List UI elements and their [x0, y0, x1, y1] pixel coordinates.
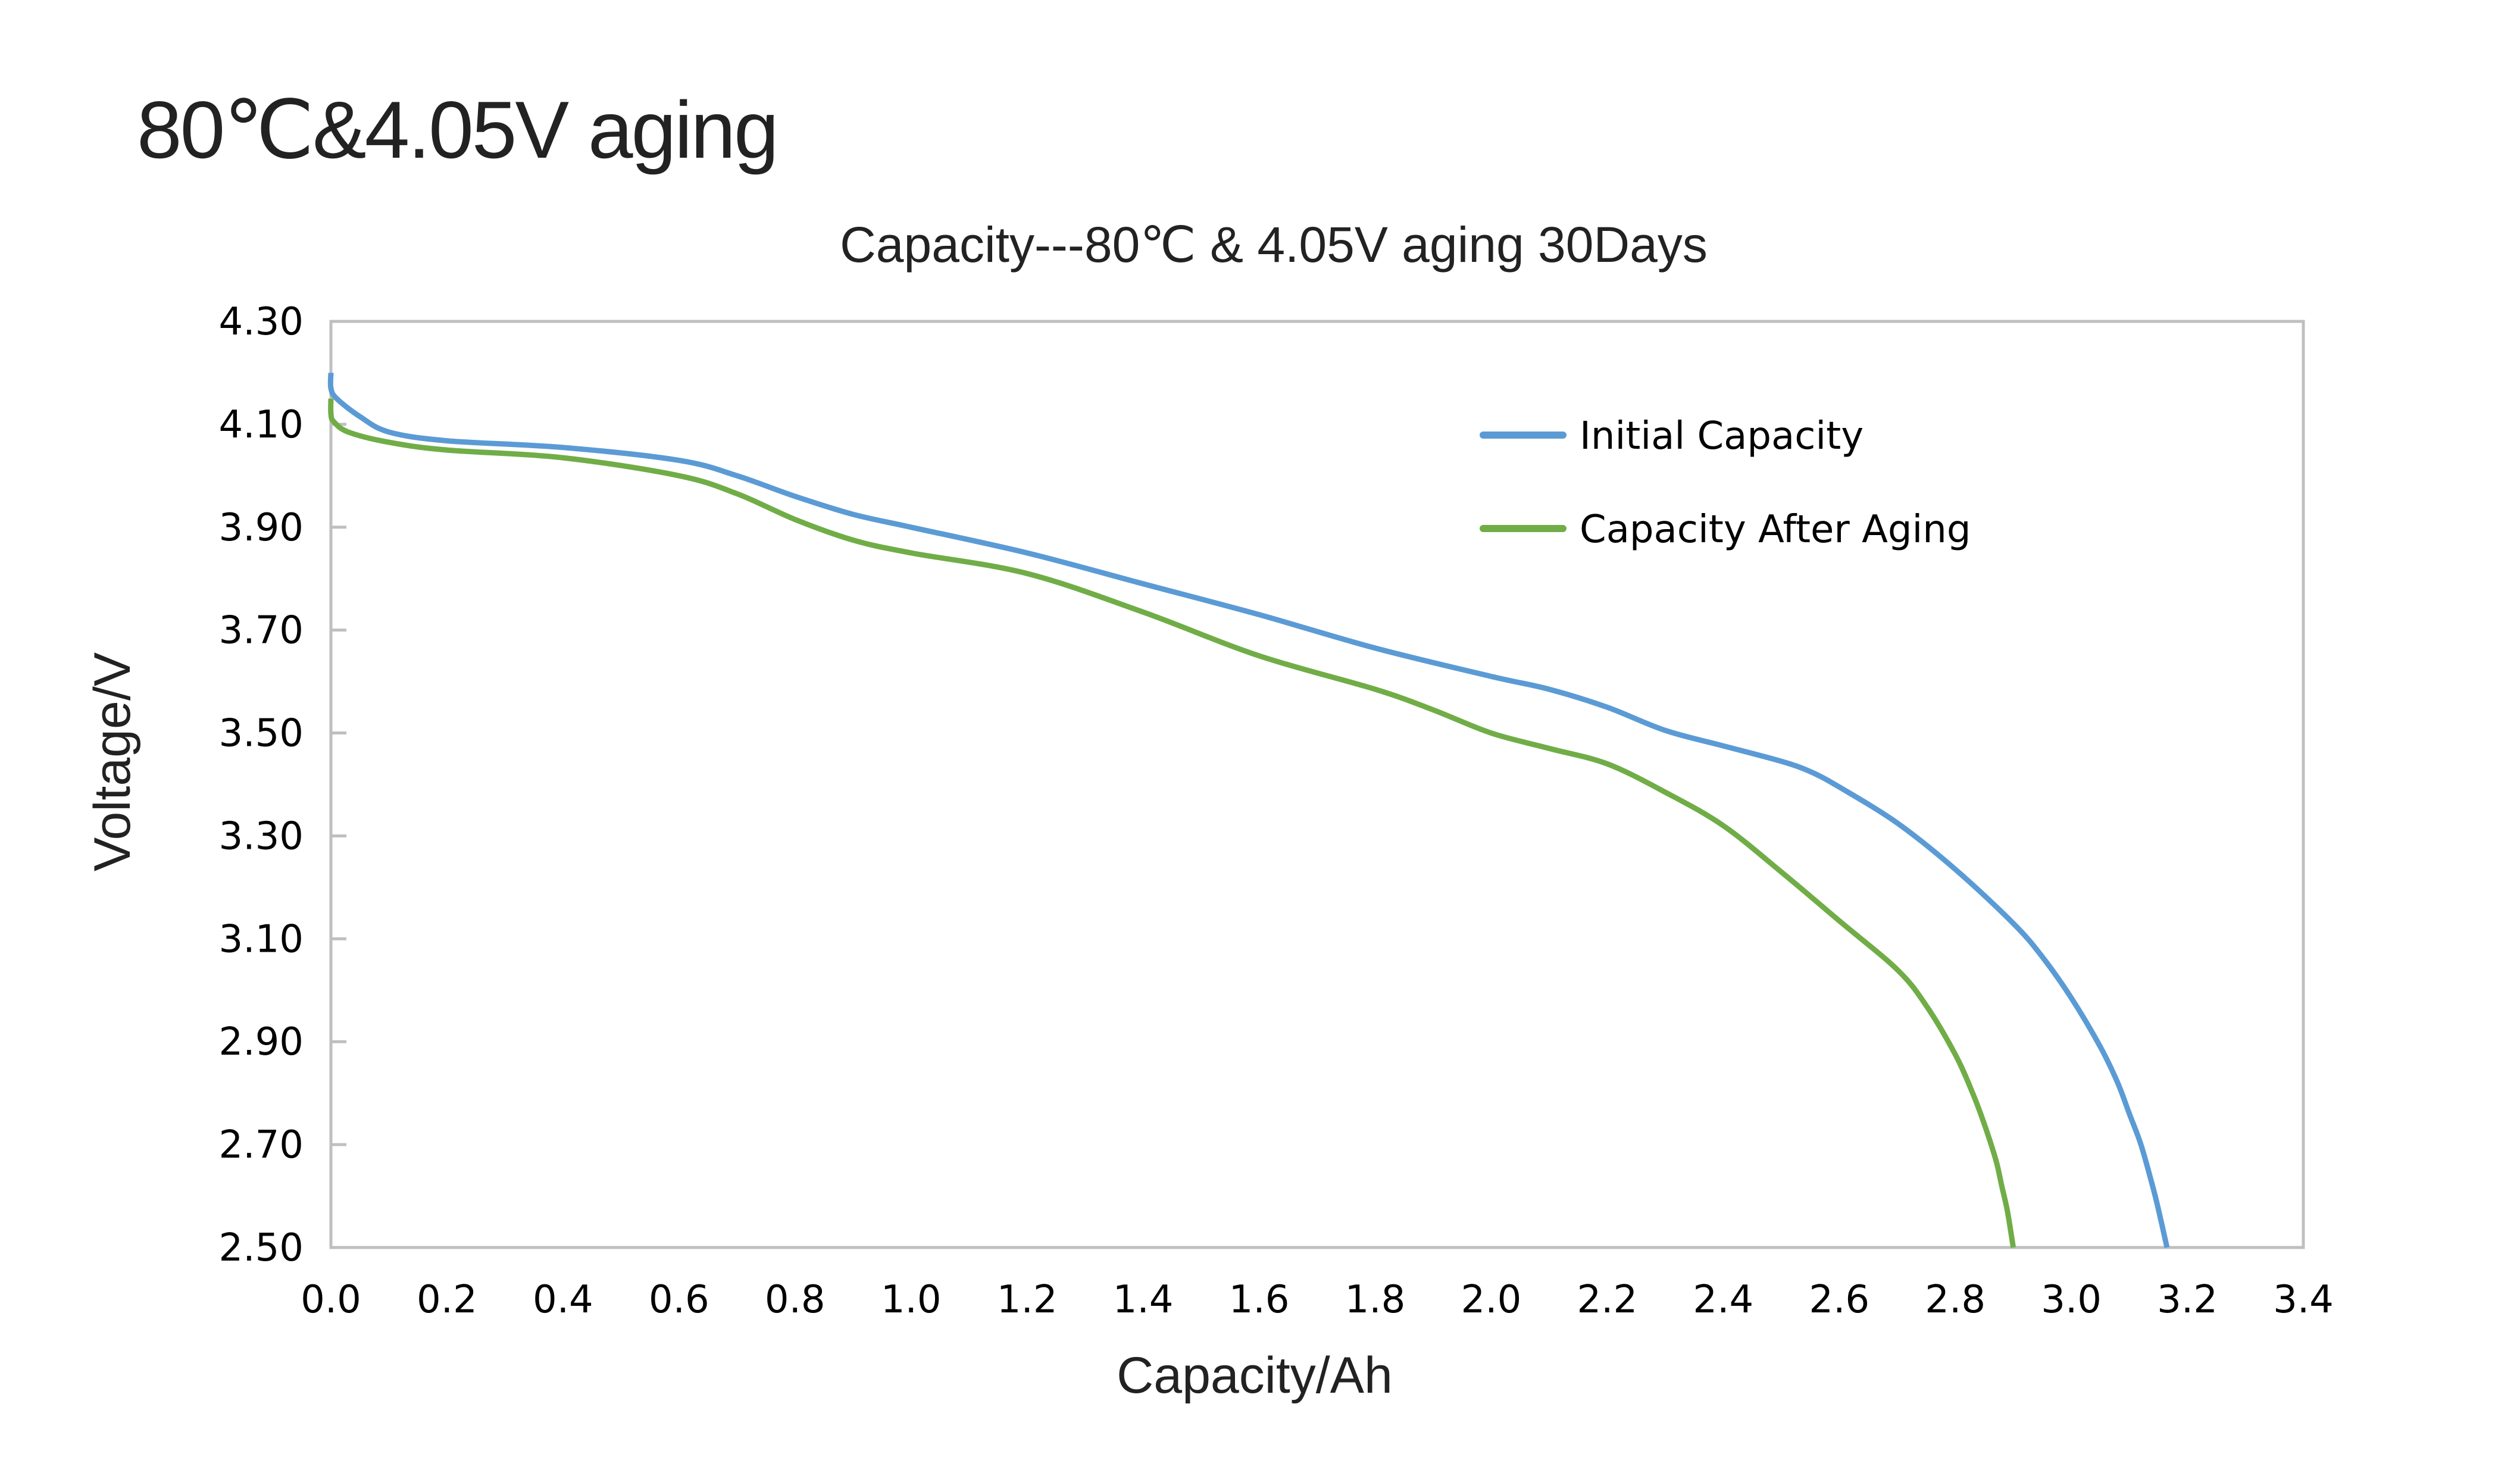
x-tick-label: 0.0 — [301, 1278, 361, 1322]
x-tick-label: 1.4 — [1113, 1278, 1174, 1322]
y-tick-label: 3.70 — [219, 609, 304, 653]
y-tick-label: 3.90 — [219, 506, 304, 550]
x-tick-label: 2.8 — [1925, 1278, 1986, 1322]
x-tick-label: 1.2 — [997, 1278, 1058, 1322]
series-line-initial-capacity — [327, 373, 2170, 1248]
y-tick-label: 3.30 — [219, 814, 304, 858]
y-tick-label: 2.50 — [219, 1226, 304, 1270]
y-tick-label: 2.90 — [219, 1020, 304, 1064]
page-title: 80℃&4.05V aging — [137, 85, 779, 175]
x-tick-label: 0.6 — [649, 1278, 709, 1322]
x-tick-label: 0.8 — [765, 1278, 826, 1322]
chart-title: Capacity---80℃ & 4.05V aging 30Days — [840, 217, 1708, 273]
x-tick-label: 2.4 — [1693, 1278, 1753, 1322]
x-tick-label: 0.2 — [417, 1278, 477, 1322]
x-tick-label: 2.6 — [1809, 1278, 1869, 1322]
y-axis-ticks: 4.30 4.10 3.90 3.70 3.50 3.30 3.10 2.90 2.70 2.50 — [219, 300, 346, 1270]
plot-area-frame — [329, 320, 2305, 1249]
x-tick-label: 1.8 — [1345, 1278, 1406, 1322]
y-tick-label: 4.30 — [219, 300, 304, 344]
y-axis-label: Voltage/V — [84, 652, 141, 871]
x-tick-label: 2.0 — [1461, 1278, 1522, 1322]
series-layer — [327, 373, 2170, 1248]
legend-label-initial-capacity: Initial Capacity — [1580, 414, 1864, 458]
x-tick-label: 3.0 — [2041, 1278, 2102, 1322]
x-tick-label: 1.6 — [1229, 1278, 1290, 1322]
y-tick-label: 3.10 — [219, 917, 304, 961]
x-axis-label: Capacity/Ah — [1117, 1347, 1393, 1404]
x-tick-label: 0.4 — [533, 1278, 593, 1322]
x-axis-ticks: 0.0 0.2 0.4 0.6 0.8 1.0 1.2 1.4 1.6 1.8 2.0 2.2 2.4 2… — [301, 1278, 2334, 1322]
y-tick-label: 2.70 — [219, 1123, 304, 1167]
x-tick-label: 3.2 — [2157, 1278, 2218, 1322]
series-line-capacity-after-aging — [328, 398, 2016, 1248]
legend: Initial Capacity Capacity After Aging — [1480, 414, 1971, 552]
x-tick-label: 3.4 — [2273, 1278, 2334, 1322]
legend-item-initial-capacity: Initial Capacity — [1480, 414, 1864, 458]
legend-item-capacity-after-aging: Capacity After Aging — [1480, 508, 1971, 552]
legend-label-capacity-after-aging: Capacity After Aging — [1580, 508, 1971, 552]
y-tick-label: 3.50 — [219, 712, 304, 756]
x-tick-label: 2.2 — [1577, 1278, 1637, 1322]
x-tick-label: 1.0 — [881, 1278, 942, 1322]
y-tick-label: 4.10 — [219, 403, 304, 447]
